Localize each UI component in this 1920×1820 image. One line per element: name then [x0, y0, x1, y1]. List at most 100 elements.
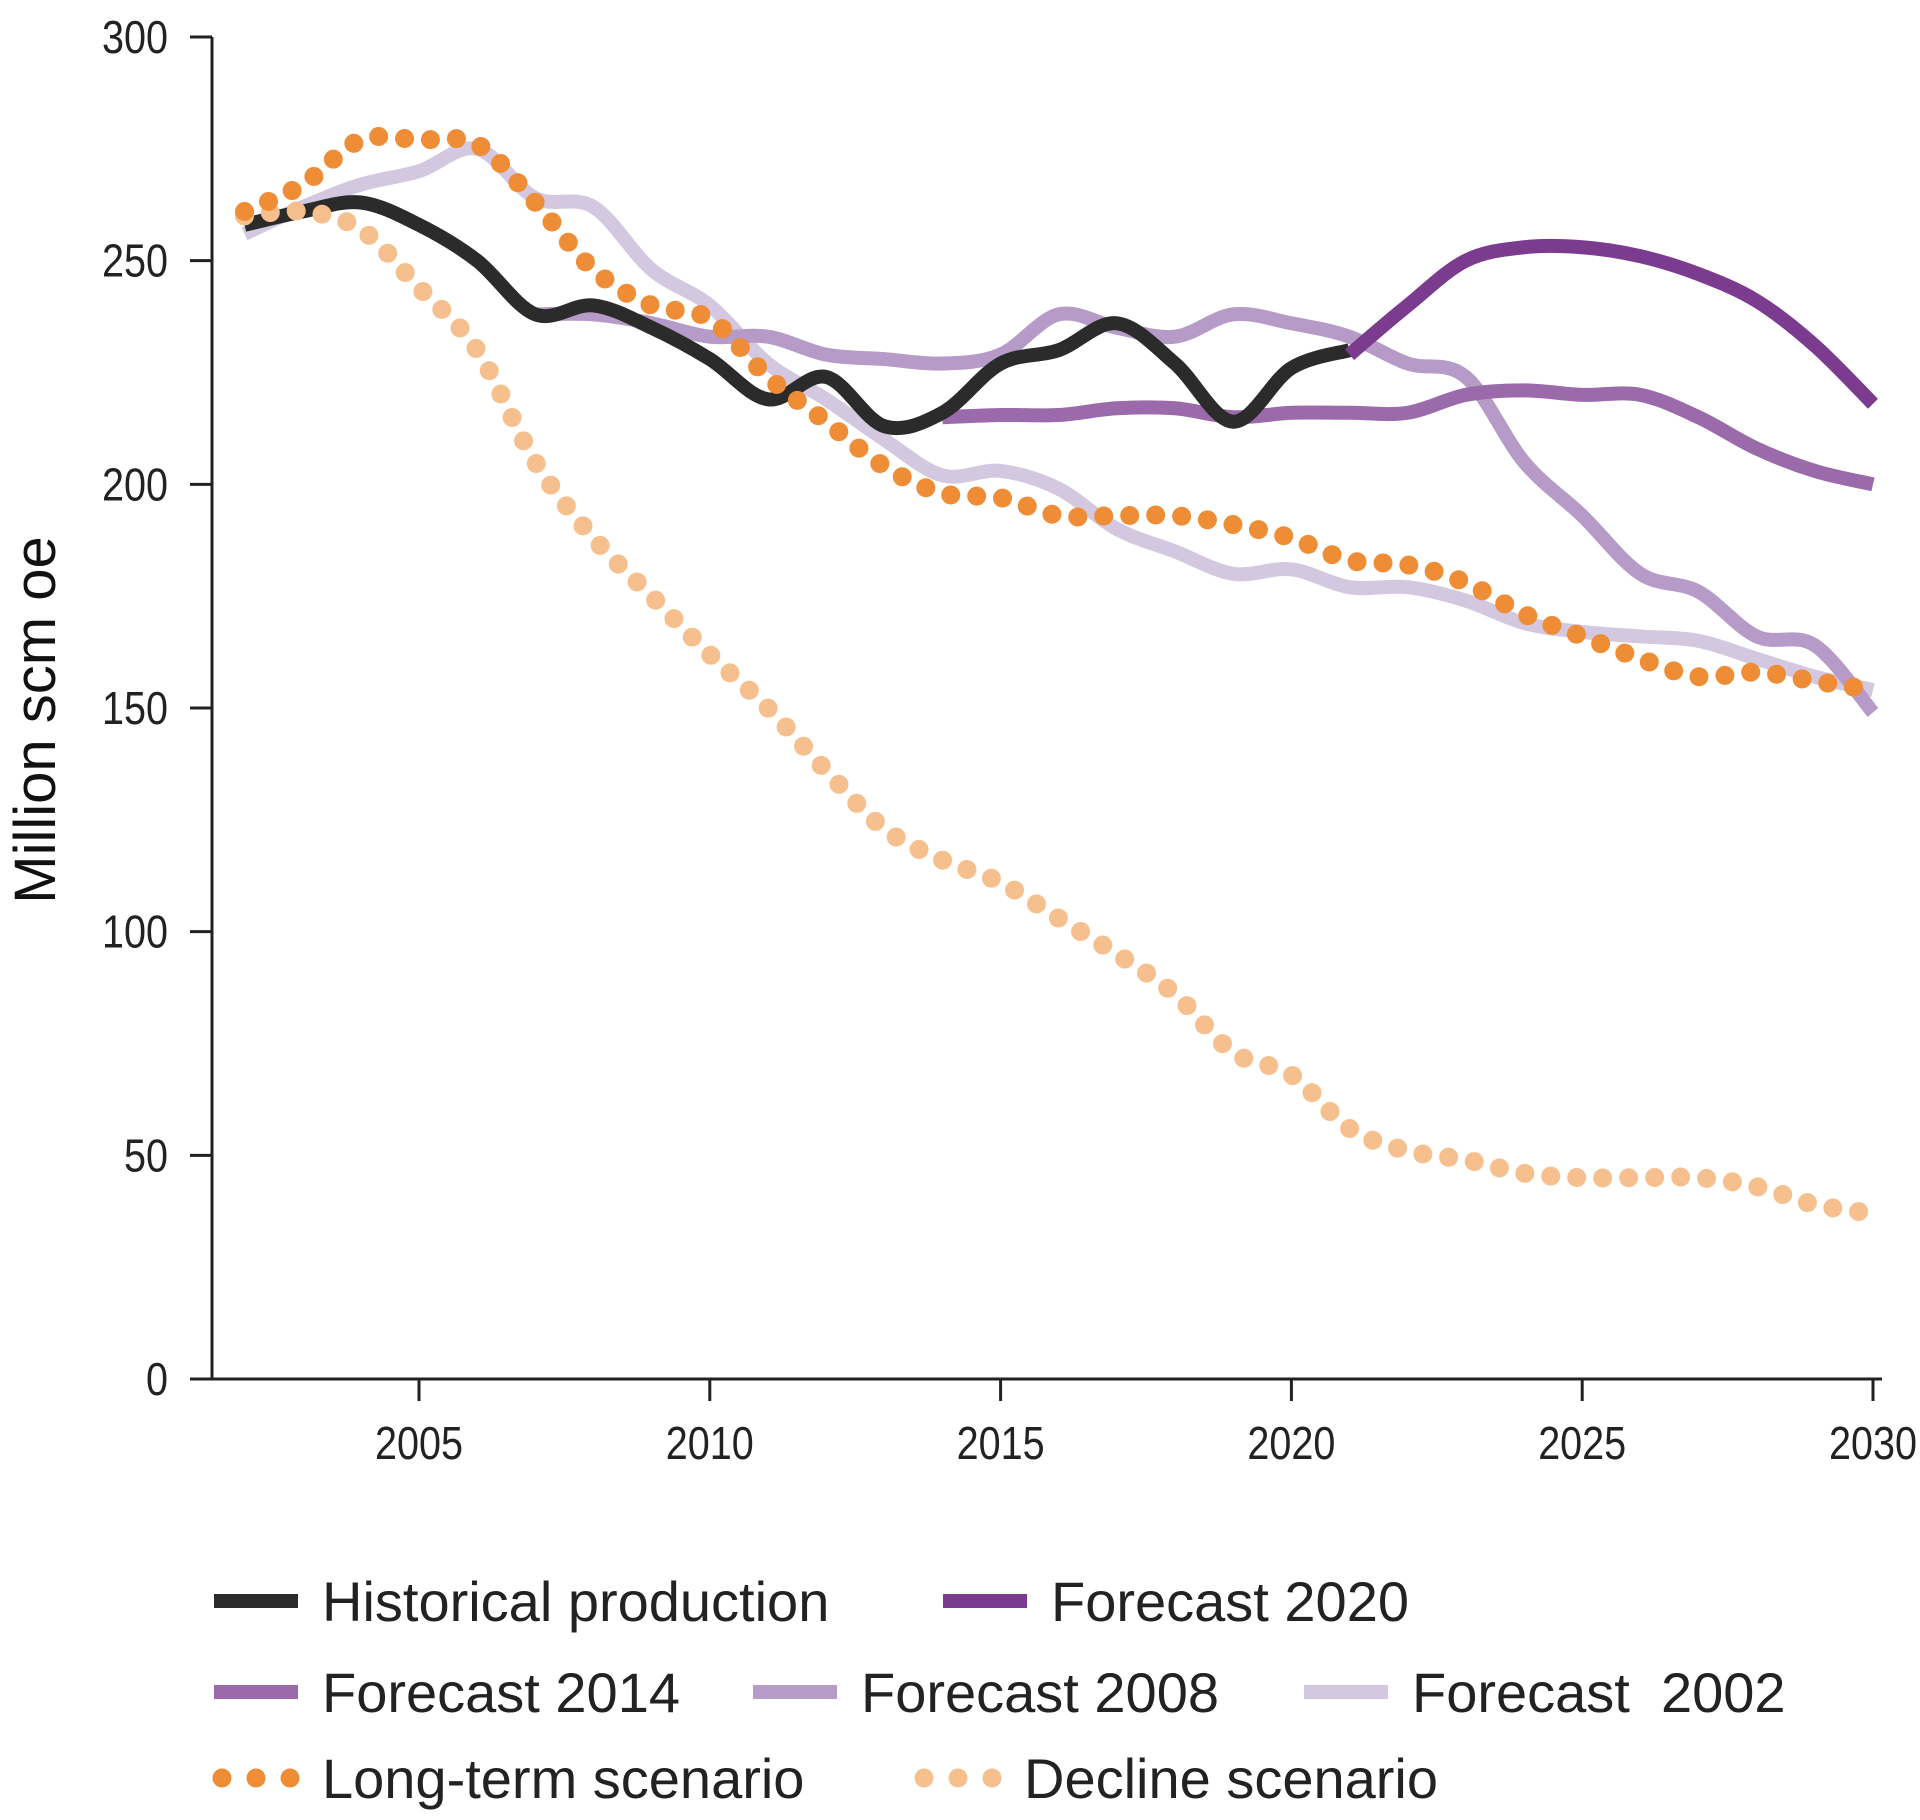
series-dot: [730, 338, 750, 358]
series-dot: [829, 422, 849, 442]
series-dot: [259, 191, 279, 211]
series-dot: [712, 319, 732, 339]
series-dot: [1792, 669, 1812, 689]
series-dot: [1767, 664, 1787, 684]
series-dot: [413, 282, 433, 302]
legend-swatch-dot: [280, 1768, 300, 1788]
series-dot: [369, 126, 389, 146]
legend-item-long-term-scenario: Long-term scenario: [212, 1747, 804, 1810]
y-tick-label: 150: [102, 682, 168, 734]
series-dot: [967, 486, 987, 506]
series-dot: [1115, 949, 1135, 969]
x-tick-label: 2030: [1829, 1417, 1917, 1469]
series-dot: [1302, 1083, 1322, 1103]
y-tick-label: 100: [102, 906, 168, 958]
series-dot: [1363, 1130, 1383, 1150]
legend-label: Forecast 2014: [322, 1661, 680, 1724]
series-dot: [829, 774, 849, 794]
series-dot: [1567, 1167, 1587, 1187]
series-dot: [1541, 1166, 1561, 1186]
x-tick-label: 2010: [666, 1417, 754, 1469]
series-dot: [556, 496, 576, 516]
series-dot: [1259, 1055, 1279, 1075]
series-dot: [541, 475, 561, 495]
series-dot: [337, 212, 357, 232]
series-dot: [1373, 553, 1393, 573]
series-dot: [1797, 1193, 1817, 1213]
legend-item-decline-scenario: Decline scenario: [914, 1747, 1438, 1810]
series-dot: [1042, 504, 1062, 524]
series-dot: [981, 868, 1001, 888]
series-dot: [720, 663, 740, 683]
axes: 0 50 100 150 200 250 300 2005 2010 2015 2020 2025 20…: [102, 11, 1917, 1469]
series-dot: [739, 680, 759, 700]
series-dot: [1439, 1147, 1459, 1167]
series-dot: [758, 698, 778, 718]
series-dot: [1818, 673, 1838, 693]
series-dot: [640, 295, 660, 315]
series-dot: [1158, 978, 1178, 998]
series-dot: [1322, 545, 1342, 565]
series-dot: [1388, 1138, 1408, 1158]
series-dot: [450, 318, 470, 338]
series-dot: [1518, 606, 1538, 626]
series-dot: [847, 793, 867, 813]
series-dot: [941, 485, 961, 505]
series-dot: [1172, 506, 1192, 526]
y-axis-label: Million scm oe: [3, 536, 68, 903]
series-dot: [1671, 1167, 1691, 1187]
series-dot: [1071, 921, 1091, 941]
y-tick-label: 0: [146, 1353, 168, 1405]
series-dot: [1464, 1152, 1484, 1172]
series-dot: [701, 645, 721, 665]
series-dot: [542, 212, 562, 232]
series-dot: [1722, 1172, 1742, 1192]
series-line-forecast-2020: [1345, 238, 1878, 409]
x-tick-label: 2020: [1247, 1417, 1335, 1469]
legend-item-forecast-2008: Forecast 2008: [753, 1661, 1219, 1724]
series-dot: [1566, 624, 1586, 644]
series-dot: [1137, 963, 1157, 983]
series-dot: [1027, 894, 1047, 914]
y-tick-label: 200: [102, 458, 168, 510]
series-dot: [1697, 1168, 1717, 1188]
series-dot: [811, 755, 831, 775]
series-dot: [1689, 667, 1709, 687]
series-dot: [508, 173, 528, 193]
series-dot: [1068, 507, 1088, 527]
series-dot: [359, 225, 379, 245]
legend-label: Long-term scenario: [322, 1747, 804, 1810]
series-dot: [1449, 570, 1469, 590]
series-dot: [1340, 1119, 1360, 1139]
series-dot: [1424, 561, 1444, 581]
series-dot: [323, 149, 343, 169]
series-dot: [525, 192, 545, 212]
series-dot: [993, 488, 1013, 508]
series-dot: [957, 859, 977, 879]
series-dots-long-term-scenario: [235, 126, 1863, 697]
y-tick-label: 300: [102, 11, 168, 63]
series-dot: [691, 304, 711, 324]
legend-item-forecast-2020: Forecast 2020: [943, 1570, 1409, 1633]
series-dot: [446, 129, 466, 149]
series-line-forecast-2014: [942, 383, 1875, 492]
series-dots-decline-scenario: [235, 201, 1869, 1222]
series-dot: [627, 572, 647, 592]
series-dot: [526, 453, 546, 473]
series-dot: [1495, 594, 1515, 614]
series-dot: [1773, 1185, 1793, 1205]
series-dot: [646, 590, 666, 610]
series-dot: [344, 133, 364, 153]
series-dot: [1542, 615, 1562, 635]
series-dot: [1048, 908, 1068, 928]
series-dot: [892, 467, 912, 487]
y-tick-label: 50: [124, 1129, 168, 1181]
series-dot: [378, 243, 398, 263]
series-dot: [909, 839, 929, 859]
series-dot: [432, 299, 452, 319]
legend-swatch-dot: [914, 1768, 934, 1788]
series-dot: [849, 438, 869, 458]
series-dot: [808, 406, 828, 426]
series-dot: [491, 153, 511, 173]
